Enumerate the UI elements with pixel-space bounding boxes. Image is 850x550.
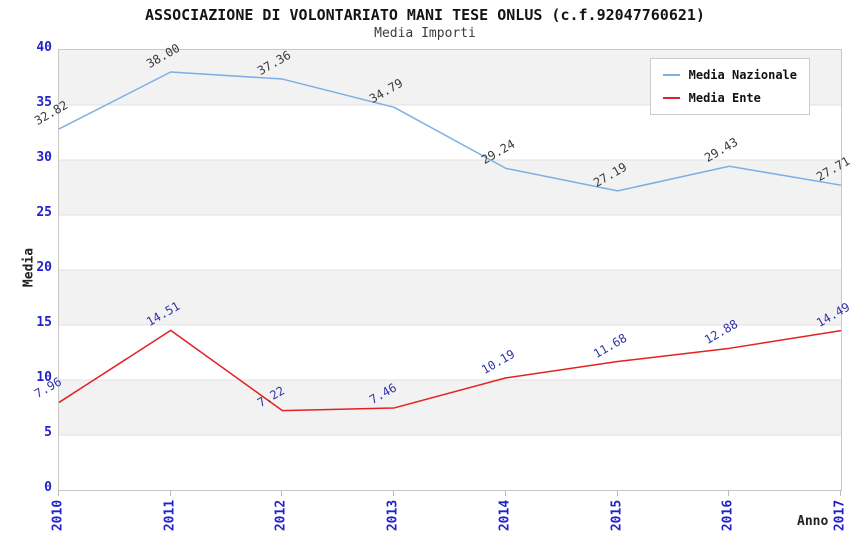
x-tick-mark [504,490,506,496]
y-tick-label: 25 [36,205,52,220]
plot-band [59,380,841,435]
point-label: 7.46 [367,380,400,407]
legend-line-swatch [662,74,680,76]
y-tick-label: 30 [36,150,52,165]
legend-item-media-nazionale: Media Nazionale [662,68,797,82]
plot-band [59,270,841,325]
legend: Media Nazionale Media Ente [649,58,810,115]
point-label: 27.71 [814,154,850,185]
point-label: 7.22 [255,383,288,410]
chart-subtitle: Media Importi [374,26,476,41]
point-label: 14.49 [814,299,850,330]
point-label: 10.19 [478,346,518,377]
chart-title: ASSOCIAZIONE DI VOLONTARIATO MANI TESE O… [145,6,705,24]
y-tick-label: 0 [44,480,52,495]
x-tick-mark [281,490,283,496]
point-label: 29.43 [702,135,741,166]
point-label: 29.24 [478,137,518,168]
y-tick-label: 40 [36,40,52,55]
x-tick-mark [393,490,395,496]
series-line-1 [58,329,842,412]
plot-area: 32.82 38.00 37.36 34.79 29.24 27.19 29.43 27.71… [32,41,850,491]
x-tick-label: 2012 [273,499,289,532]
y-tick-label: 10 [36,370,52,385]
point-label: 38.00 [143,40,182,71]
x-tick-label: 2011 [162,499,178,532]
legend-label: Media Nazionale [688,68,797,82]
point-label: 12.88 [702,317,741,348]
x-tick-mark [616,490,618,496]
plot-band [59,160,841,215]
x-axis-title: Anno [797,514,829,529]
y-tick-label: 5 [44,425,52,440]
legend-line-swatch [662,97,680,99]
x-tick-label: 2016 [720,499,736,532]
x-tick-label: 2013 [385,499,401,532]
legend-label: Media Ente [688,91,761,105]
x-tick-mark [58,490,59,496]
point-labels-layer: 32.82 38.00 37.36 34.79 29.24 27.19 29.43 27.71… [32,41,850,490]
x-tick-mark [169,490,171,496]
x-tick-label: 2010 [50,499,66,532]
point-label: 11.68 [590,330,629,361]
legend-item-media-ente: Media Ente [662,91,797,105]
series-line-0 [58,71,842,192]
x-tick-label: 2014 [497,499,513,532]
x-tick-mark [728,490,730,496]
x-tick-label: 2015 [609,499,625,532]
point-label: 34.79 [367,76,406,107]
point-label: 14.51 [143,299,182,330]
y-tick-label: 15 [36,315,52,330]
point-label: 37.36 [255,47,294,79]
point-label: 27.19 [590,159,629,190]
y-tick-label: 20 [36,260,52,275]
x-tick-mark [840,490,841,496]
x-tick-label: 2017 [832,499,848,532]
y-tick-label: 35 [36,95,52,110]
